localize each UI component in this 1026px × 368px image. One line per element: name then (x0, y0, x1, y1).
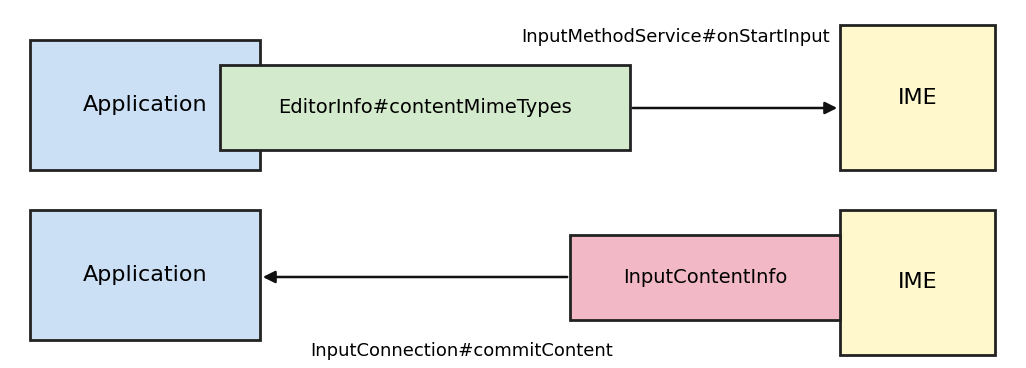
FancyBboxPatch shape (30, 40, 260, 170)
Text: Application: Application (83, 265, 207, 285)
FancyBboxPatch shape (570, 235, 840, 320)
FancyBboxPatch shape (840, 210, 995, 355)
Text: IME: IME (898, 272, 938, 293)
FancyBboxPatch shape (220, 65, 630, 150)
Text: InputContentInfo: InputContentInfo (623, 268, 787, 287)
Text: EditorInfo#contentMimeTypes: EditorInfo#contentMimeTypes (278, 98, 571, 117)
Text: IME: IME (898, 88, 938, 107)
Text: Application: Application (83, 95, 207, 115)
FancyBboxPatch shape (840, 25, 995, 170)
Text: InputMethodService#onStartInput: InputMethodService#onStartInput (521, 28, 830, 46)
FancyBboxPatch shape (30, 210, 260, 340)
Text: InputConnection#commitContent: InputConnection#commitContent (310, 342, 613, 360)
